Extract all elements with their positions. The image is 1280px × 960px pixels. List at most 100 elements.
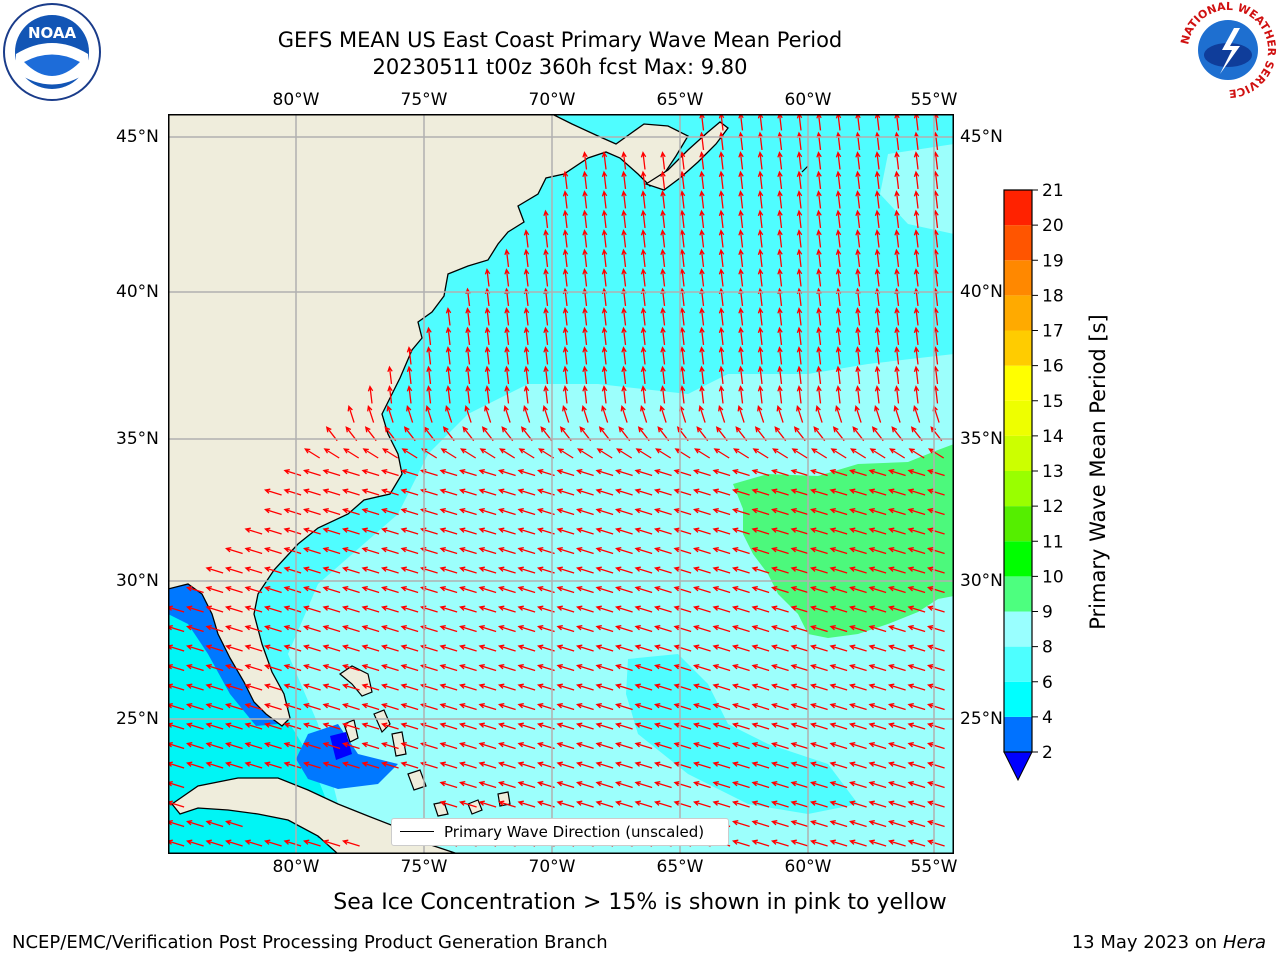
wave-arrow xyxy=(752,448,769,459)
wave-arrow xyxy=(868,820,887,828)
wave-arrow xyxy=(816,131,822,150)
wave-arrow xyxy=(616,448,633,459)
wave-arrow xyxy=(926,566,945,574)
wave-arrow xyxy=(263,625,282,633)
wave-arrow xyxy=(790,761,809,769)
wave-arrow xyxy=(263,547,282,555)
wave-arrow xyxy=(868,469,887,477)
wave-arrow xyxy=(809,703,828,711)
wave-arrow xyxy=(770,722,789,730)
wave-arrow xyxy=(718,385,725,404)
wave-arrow xyxy=(380,722,399,730)
wave-arrow xyxy=(185,742,204,750)
wave-arrow xyxy=(718,229,725,248)
wave-arrow xyxy=(653,527,672,535)
wave-arrow xyxy=(926,508,945,516)
wave-arrow xyxy=(653,605,672,613)
wave-arrow xyxy=(907,800,926,808)
wave-arrow xyxy=(621,248,627,267)
wave-arrow xyxy=(400,703,419,711)
wave-arrow xyxy=(874,346,881,365)
wave-arrow xyxy=(582,229,588,248)
wave-arrow xyxy=(439,547,458,555)
wave-arrow xyxy=(829,800,848,808)
wave-arrow xyxy=(263,683,282,691)
wave-arrow xyxy=(341,566,360,574)
wave-arrow xyxy=(829,527,848,535)
wave-arrow xyxy=(848,664,867,672)
wave-arrow xyxy=(582,307,588,326)
wave-arrow xyxy=(322,703,341,711)
wave-arrow xyxy=(913,268,920,287)
wave-arrow xyxy=(926,547,945,555)
wave-arrow xyxy=(835,151,842,170)
colorbar-box xyxy=(1004,400,1032,436)
wave-arrow xyxy=(614,566,633,574)
colorbar-tick-label: 2 xyxy=(1042,743,1053,763)
wave-arrow xyxy=(887,664,906,672)
wave-arrow xyxy=(868,683,887,691)
wave-arrow xyxy=(244,839,263,847)
wave-arrow xyxy=(621,190,627,209)
wave-arrow xyxy=(679,209,686,228)
wave-arrow xyxy=(185,605,204,613)
wave-arrow xyxy=(738,131,744,150)
wave-arrow xyxy=(790,742,809,750)
wave-arrow xyxy=(575,527,594,535)
wave-arrow xyxy=(848,547,867,555)
wave-arrow xyxy=(660,346,666,365)
wave-arrow xyxy=(458,508,477,516)
wave-arrow xyxy=(751,508,770,516)
wave-arrow xyxy=(601,365,608,384)
wave-arrow xyxy=(829,469,848,477)
wave-arrow xyxy=(543,385,549,404)
wave-arrow xyxy=(283,605,302,613)
wave-arrow xyxy=(751,625,770,633)
wave-arrow xyxy=(796,151,803,170)
wave-arrow xyxy=(562,404,570,423)
wave-arrow xyxy=(556,781,575,789)
wave-arrow xyxy=(679,326,686,345)
wave-arrow xyxy=(595,761,614,769)
wave-arrow xyxy=(341,722,360,730)
wave-arrow xyxy=(205,664,224,672)
wave-arrow xyxy=(562,268,569,287)
wave-arrow xyxy=(907,703,926,711)
wave-arrow xyxy=(712,644,731,652)
colorbar-box xyxy=(1004,576,1032,612)
wave-arrow xyxy=(543,326,549,345)
wave-arrow xyxy=(185,644,204,652)
wave-arrow xyxy=(796,229,803,248)
wave-arrow xyxy=(874,190,881,209)
wave-arrow xyxy=(380,683,399,691)
noaa-logo-text: NOAA xyxy=(28,24,77,42)
wave-arrow xyxy=(770,508,789,516)
wave-arrow xyxy=(634,605,653,613)
wave-arrow xyxy=(205,742,224,750)
lat-tick-right: 40°N xyxy=(960,282,1003,302)
wave-arrow xyxy=(244,644,263,652)
wave-arrow xyxy=(367,404,375,423)
wave-arrow xyxy=(634,586,653,594)
wave-arrow xyxy=(718,365,725,384)
lat-tick-left: 30°N xyxy=(116,571,159,591)
wave-arrow xyxy=(478,703,497,711)
wave-arrow xyxy=(400,761,419,769)
wave-arrow xyxy=(517,547,536,555)
wave-arrow xyxy=(874,404,882,423)
wave-arrow xyxy=(458,527,477,535)
wave-arrow xyxy=(790,664,809,672)
wave-arrow xyxy=(829,586,848,594)
wave-arrow xyxy=(874,114,881,131)
wave-arrow xyxy=(673,761,692,769)
wave-arrow xyxy=(322,469,341,477)
wave-arrow xyxy=(712,566,731,574)
wave-arrow xyxy=(887,761,906,769)
wave-arrow xyxy=(913,365,920,384)
wave-arrow xyxy=(673,508,692,516)
wave-arrow xyxy=(614,586,633,594)
wave-arrow xyxy=(439,625,458,633)
wave-arrow xyxy=(653,781,672,789)
map-grid xyxy=(168,114,954,854)
wave-arrow xyxy=(263,664,282,672)
